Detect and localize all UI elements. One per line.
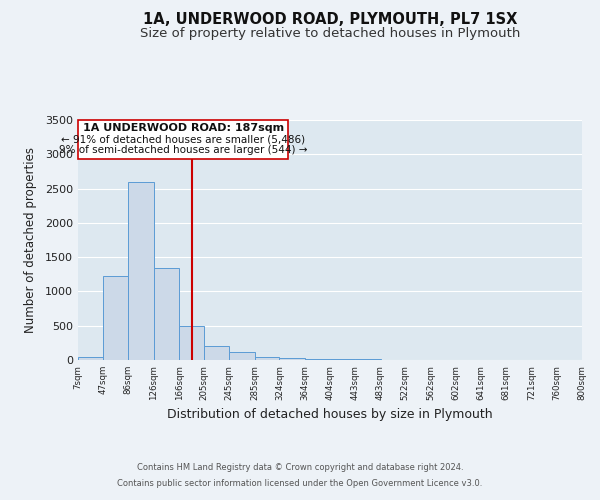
Bar [204,346,229,360]
Bar [229,352,254,360]
Text: Size of property relative to detached houses in Plymouth: Size of property relative to detached ho… [140,28,520,40]
Bar [179,326,204,360]
Y-axis label: Number of detached properties: Number of detached properties [23,147,37,333]
Text: 1A UNDERWOOD ROAD: 187sqm: 1A UNDERWOOD ROAD: 187sqm [83,123,284,133]
Text: 9% of semi-detached houses are larger (544) →: 9% of semi-detached houses are larger (5… [59,146,307,156]
X-axis label: Distribution of detached houses by size in Plymouth: Distribution of detached houses by size … [167,408,493,421]
Bar [78,356,103,360]
Bar [280,358,305,360]
Bar [254,356,280,360]
Text: Contains public sector information licensed under the Open Government Licence v3: Contains public sector information licen… [118,478,482,488]
Text: 1A, UNDERWOOD ROAD, PLYMOUTH, PL7 1SX: 1A, UNDERWOOD ROAD, PLYMOUTH, PL7 1SX [143,12,517,28]
Bar [103,276,128,360]
Text: ← 91% of detached houses are smaller (5,486): ← 91% of detached houses are smaller (5,… [61,134,305,144]
Bar [78,120,289,159]
Bar [305,358,331,360]
Bar [154,268,179,360]
Text: Contains HM Land Registry data © Crown copyright and database right 2024.: Contains HM Land Registry data © Crown c… [137,464,463,472]
Bar [128,182,154,360]
